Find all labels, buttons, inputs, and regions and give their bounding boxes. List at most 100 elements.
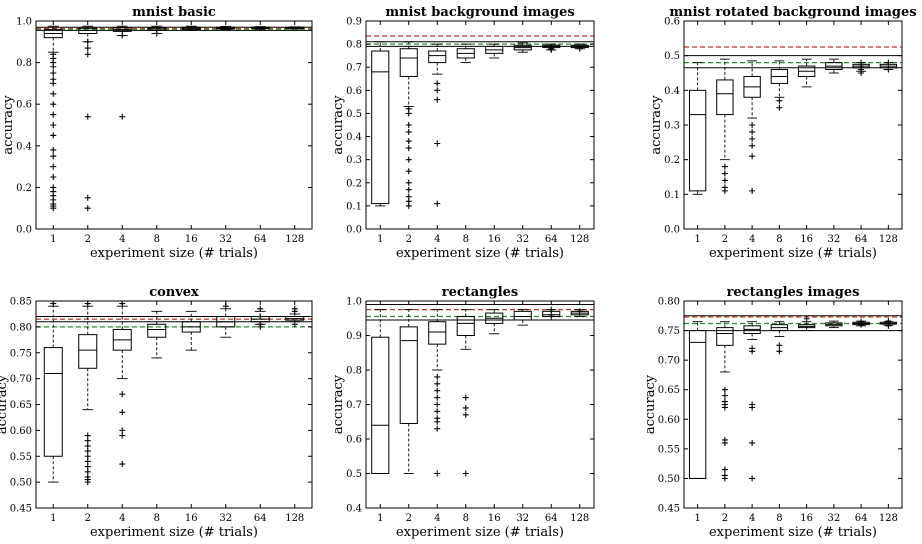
outlier-marker <box>50 122 57 128</box>
outlier-marker <box>405 128 412 135</box>
y-tick-label: 0.5 <box>346 109 362 120</box>
box-iqr <box>456 316 475 336</box>
chart-panel: mnist rotated background images 0.0 0.1 0.2… <box>649 5 917 261</box>
box-plot-4 <box>743 321 761 482</box>
box-plot-128 <box>879 318 898 329</box>
outlier-marker <box>84 473 91 480</box>
outlier-marker <box>405 168 412 175</box>
outlier-marker <box>434 387 441 394</box>
outlier-marker <box>749 401 756 408</box>
chart-title: convex <box>149 285 199 300</box>
y-tick-label: 0.4 <box>346 504 362 515</box>
y-axis-label: accuracy <box>649 95 664 155</box>
chart-panel: mnist basic 0.0 0.2 0.4 0.6 0.8 1.0 1 2 4 8 16 32 64 1… <box>1 5 313 261</box>
outlier-marker <box>84 51 91 58</box>
outlier-marker <box>462 404 469 411</box>
outlier-marker <box>548 45 555 52</box>
box-iqr <box>688 330 707 479</box>
outlier-marker <box>858 59 865 66</box>
box-plot-16 <box>181 310 201 351</box>
y-axis-label: accuracy <box>0 374 10 434</box>
outlier-marker <box>405 138 412 145</box>
y-tick-label: 0.60 <box>10 426 32 437</box>
x-tick-label: 4 <box>434 513 440 524</box>
chart-title: rectangles images <box>727 285 860 300</box>
box-plot-64 <box>852 318 870 328</box>
outlier-marker <box>119 409 126 416</box>
y-tick-label: 0.2 <box>16 183 32 194</box>
box-plot-8 <box>456 43 475 64</box>
x-tick-label: 8 <box>463 234 469 245</box>
outlier-marker <box>119 427 126 434</box>
box-plot-4 <box>112 300 132 468</box>
outlier-marker <box>50 174 57 180</box>
x-tick-label: 8 <box>154 513 160 524</box>
x-tick-label: 1 <box>50 513 56 524</box>
outlier-marker <box>721 386 728 393</box>
y-tick-label: 0.6 <box>346 435 362 446</box>
outlier-marker <box>434 415 441 422</box>
box-plot-1 <box>371 309 390 474</box>
outlier-marker <box>119 432 126 439</box>
box-plot-32 <box>513 42 532 53</box>
plot-frame <box>365 20 595 230</box>
x-tick-label: 16 <box>488 513 501 524</box>
outlier-marker <box>749 135 756 142</box>
box-plot-16 <box>485 309 504 335</box>
box-plot-2 <box>78 25 98 212</box>
outlier-marker <box>84 453 91 460</box>
outlier-marker <box>50 90 57 97</box>
outlier-marker <box>434 200 441 207</box>
box-plot-32 <box>216 25 236 31</box>
chart-panel: convex 0.45 0.50 0.55 0.60 0.65 0.70 0.75 0.80 0.… <box>0 285 313 540</box>
y-axis-label: accuracy <box>643 374 658 434</box>
box-plot-128 <box>570 308 589 317</box>
y-tick-label: 0.85 <box>10 297 32 308</box>
x-tick-label: 32 <box>219 513 232 524</box>
outlier-marker <box>434 373 441 380</box>
y-tick-label: 0.45 <box>658 504 680 515</box>
outlier-marker <box>405 186 412 193</box>
y-tick-label: 0.7 <box>346 400 362 411</box>
box-plot-16 <box>797 315 816 332</box>
outlier-marker <box>84 38 91 45</box>
plot-frame <box>683 300 903 509</box>
x-tick-label: 64 <box>545 234 558 245</box>
box-iqr <box>688 89 707 192</box>
y-axis-label: accuracy <box>331 95 346 155</box>
y-tick-label: 0.70 <box>10 374 32 385</box>
box-plot-2 <box>716 58 734 194</box>
outlier-marker <box>576 45 583 52</box>
outlier-marker <box>50 51 57 58</box>
x-tick-label: 32 <box>828 513 841 524</box>
y-tick-label: 0.45 <box>10 504 32 515</box>
x-tick-label: 4 <box>119 234 125 245</box>
box-plot-32 <box>825 320 843 329</box>
outlier-marker <box>776 97 783 104</box>
x-axis-label: experiment size (# trials) <box>90 246 258 261</box>
x-tick-label: 16 <box>185 234 198 245</box>
box-iqr <box>371 336 390 474</box>
outlier-marker <box>405 156 412 163</box>
x-tick-label: 128 <box>570 513 589 524</box>
outlier-marker <box>721 170 728 177</box>
box-plot-1 <box>371 41 390 207</box>
chart-title: mnist basic <box>132 5 216 20</box>
x-tick-label: 16 <box>800 513 813 524</box>
box-plot-16 <box>181 25 201 31</box>
outlier-marker <box>119 113 126 120</box>
outlier-marker <box>803 315 810 322</box>
outlier-marker <box>721 398 728 405</box>
outlier-marker <box>434 96 441 103</box>
x-tick-label: 8 <box>154 234 160 245</box>
outlier-marker <box>434 394 441 401</box>
box-iqr <box>716 327 734 346</box>
box-plot-8 <box>770 321 789 355</box>
box-plot-2 <box>399 41 418 209</box>
outlier-marker <box>153 30 160 37</box>
outlier-marker <box>434 470 441 477</box>
outlier-marker <box>119 32 126 39</box>
outlier-marker <box>858 318 865 325</box>
x-axis-label: experiment size (# trials) <box>709 525 877 540</box>
